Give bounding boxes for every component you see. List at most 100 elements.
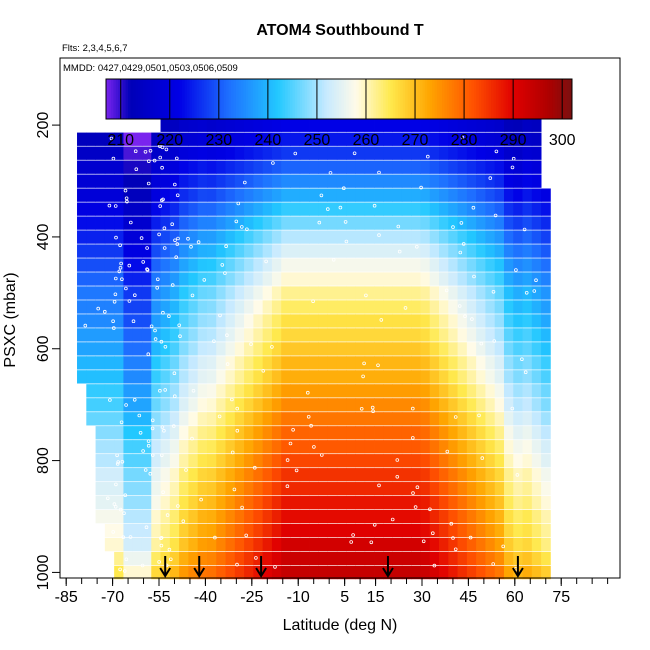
heatmap-cell — [531, 300, 542, 314]
heatmap-cell — [197, 384, 208, 398]
heatmap-cell — [188, 356, 199, 370]
heatmap-cell — [374, 496, 384, 510]
heatmap-cell — [206, 230, 217, 244]
colorbar-segment — [540, 79, 544, 119]
heatmap-cell — [383, 300, 393, 314]
colorbar-segment — [336, 79, 340, 119]
heatmap-cell — [327, 118, 338, 132]
heatmap-cell — [188, 537, 199, 552]
observation-dot — [468, 535, 473, 540]
heatmap-cell — [151, 216, 161, 230]
heatmap-cell — [160, 244, 171, 258]
colorbar-segment — [128, 79, 132, 119]
colorbar-segment — [545, 79, 548, 119]
heatmap-cell — [327, 230, 338, 244]
heatmap-cell — [95, 146, 106, 160]
heatmap-cell — [346, 551, 356, 566]
heatmap-cell — [244, 523, 254, 538]
observation-dot — [159, 339, 164, 344]
heatmap-cell — [309, 118, 319, 132]
heatmap-cell — [503, 412, 514, 426]
heatmap-cell — [420, 328, 431, 342]
heatmap-cell — [503, 468, 514, 482]
heatmap-cell — [429, 174, 440, 188]
observation-dot — [225, 362, 230, 366]
heatmap-cell — [197, 523, 208, 538]
heatmap-cell — [132, 174, 143, 188]
heatmap-cell — [225, 356, 236, 370]
heatmap-cell — [494, 272, 505, 286]
heatmap-cell — [383, 328, 393, 342]
heatmap-cell — [253, 523, 264, 538]
heatmap-cell — [485, 314, 496, 328]
heatmap-cell — [309, 482, 319, 496]
heatmap-cell — [346, 468, 356, 482]
heatmap-cell — [429, 468, 440, 482]
heatmap-cell — [299, 342, 310, 356]
heatmap-cell — [253, 118, 264, 132]
heatmap-cell — [476, 202, 486, 216]
heatmap-cell — [151, 565, 161, 580]
heatmap-cell — [374, 370, 384, 384]
heatmap-cell — [234, 565, 245, 580]
heatmap-cell — [179, 370, 189, 384]
colorbar-segment — [137, 79, 141, 119]
heatmap-cell — [439, 160, 449, 174]
x-tick-label: 75 — [552, 589, 570, 606]
heatmap-cell — [151, 482, 161, 496]
heatmap-cell — [253, 496, 264, 510]
heatmap-cell — [429, 202, 440, 216]
observation-dot — [138, 430, 143, 435]
heatmap-cell — [439, 537, 449, 552]
heatmap-cell — [503, 398, 514, 412]
heatmap-cell — [281, 118, 291, 132]
heatmap-cell — [466, 440, 477, 454]
heatmap-cell — [503, 244, 514, 258]
heatmap-cell — [448, 216, 458, 230]
heatmap-cell — [336, 342, 347, 356]
heatmap-cell — [141, 174, 152, 188]
observation-dot — [379, 318, 384, 322]
heatmap-cell — [383, 146, 393, 160]
heatmap-cell — [346, 216, 356, 230]
heatmap-cell — [355, 146, 366, 160]
x-tick-label: -40 — [194, 589, 217, 606]
heatmap-cell — [429, 132, 440, 146]
heatmap-cell — [104, 342, 115, 356]
colorbar-segment — [549, 79, 553, 119]
heatmap-cell — [355, 202, 366, 216]
heatmap-cell — [476, 286, 486, 300]
heatmap-cell — [503, 426, 514, 440]
heatmap-cell — [299, 300, 310, 314]
chart-title: ATOM4 Southbound T — [256, 22, 424, 39]
heatmap-cell — [318, 509, 329, 524]
heatmap-cell — [123, 523, 134, 538]
heatmap-cell — [77, 146, 87, 160]
heatmap-cell — [262, 188, 273, 202]
observation-dot — [173, 394, 177, 399]
heatmap-cell — [77, 244, 87, 258]
observation-dot — [114, 235, 118, 240]
heatmap-cell — [179, 384, 189, 398]
heatmap-cell — [244, 468, 254, 482]
heatmap-cell — [503, 551, 514, 566]
heatmap-cell — [522, 118, 533, 132]
heatmap-cell — [271, 454, 282, 468]
heatmap-cell — [104, 146, 115, 160]
heatmap-cell — [253, 342, 264, 356]
heatmap-cell — [327, 258, 338, 272]
observation-dot — [234, 219, 239, 224]
heatmap-cell — [411, 174, 421, 188]
heatmap-cell — [309, 328, 319, 342]
heatmap-cell — [160, 230, 171, 244]
observation-dot — [162, 428, 166, 433]
heatmap-cell — [104, 384, 115, 398]
heatmap-cell — [541, 230, 551, 244]
observation-dot — [232, 487, 237, 492]
heatmap-cell — [457, 188, 468, 202]
heatmap-cell — [225, 188, 236, 202]
heatmap-cell — [216, 440, 226, 454]
heatmap-cell — [541, 370, 551, 384]
heatmap-cell — [541, 468, 551, 482]
heatmap-cell — [383, 440, 393, 454]
